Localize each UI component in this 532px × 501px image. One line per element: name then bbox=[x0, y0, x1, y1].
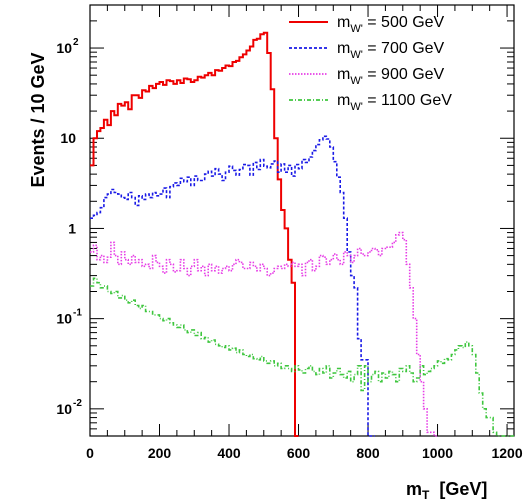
series-layer bbox=[90, 31, 514, 437]
x-tick-label: 1000 bbox=[422, 445, 453, 461]
y-tick-label: 1 bbox=[68, 220, 76, 236]
x-tick-label: 0 bbox=[86, 445, 94, 461]
series-line-3 bbox=[90, 231, 438, 437]
y-tick-label: 10 bbox=[60, 130, 76, 146]
plot-frame bbox=[89, 4, 515, 437]
legend-label-2: mW' = 700 GeV bbox=[337, 40, 445, 61]
x-tick-label: 600 bbox=[287, 445, 311, 461]
series-line-4 bbox=[90, 277, 514, 437]
x-axis-title-main: m bbox=[406, 479, 422, 499]
x-tick-label: 200 bbox=[148, 445, 172, 461]
y-tick-label-exponent: -1 bbox=[73, 308, 82, 319]
legend-label-3: mW' = 900 GeV bbox=[337, 66, 445, 87]
legend: mW' = 500 GeV mW' = 700 GeV mW' = 900 GeV m… bbox=[289, 14, 452, 113]
y-tick-label: 10 bbox=[56, 401, 72, 417]
y-tick-label: 10 bbox=[56, 40, 72, 56]
legend-label-4: mW' = 1100 GeV bbox=[337, 92, 452, 113]
x-axis-title-sub: T bbox=[422, 488, 430, 501]
x-tick-label: 800 bbox=[356, 445, 380, 461]
legend-label-1: mW' = 500 GeV bbox=[337, 14, 445, 35]
x-axis-title: mT [GeV] bbox=[406, 479, 487, 501]
series-line-1 bbox=[90, 31, 299, 437]
x-axis-title-unit: [GeV] bbox=[439, 479, 487, 499]
y-tick-label-exponent: 2 bbox=[73, 37, 79, 48]
y-tick-label: 10 bbox=[56, 311, 72, 327]
y-axis-title: Events / 10 GeV bbox=[28, 52, 48, 187]
x-tick-label: 1200 bbox=[491, 445, 522, 461]
series-line-2 bbox=[90, 135, 375, 437]
x-tick-label: 400 bbox=[217, 445, 241, 461]
y-tick-label-exponent: -2 bbox=[73, 398, 82, 409]
